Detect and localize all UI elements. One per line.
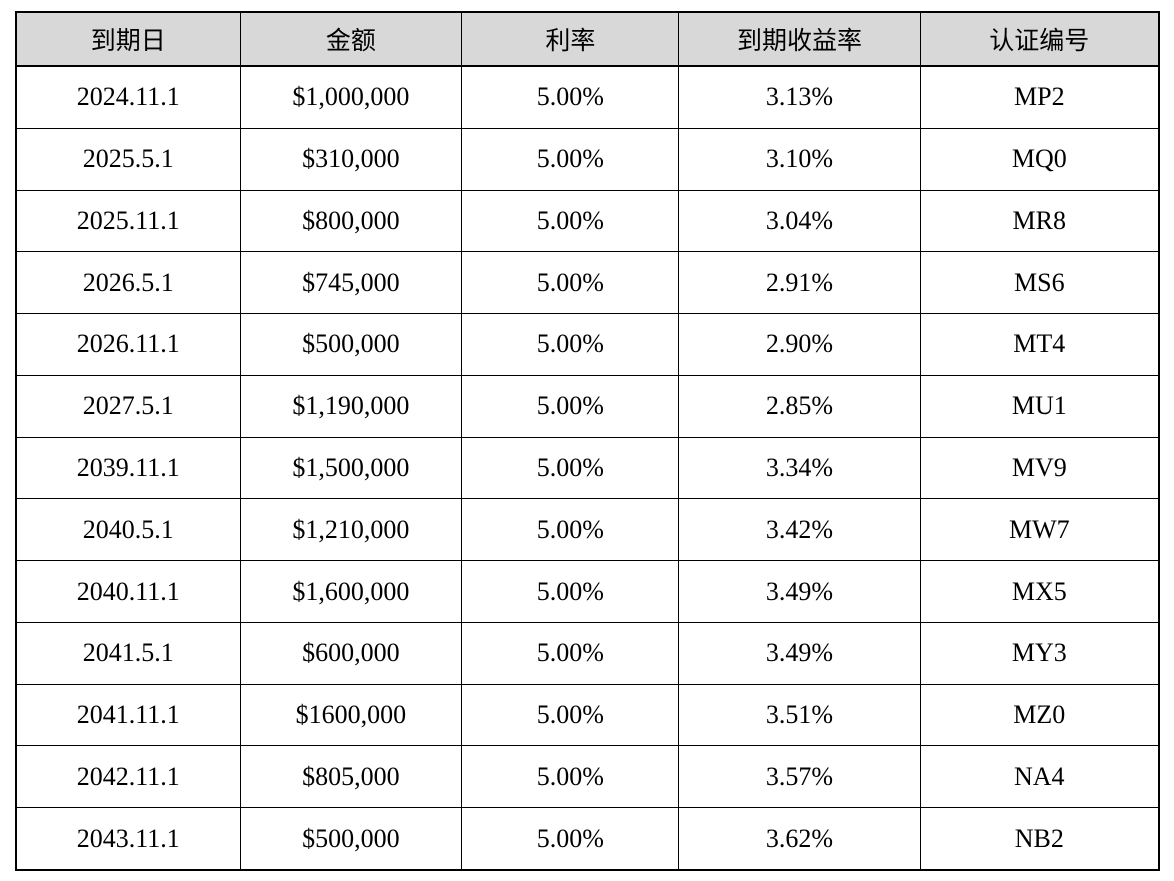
cell-interest-rate: 5.00% xyxy=(461,251,680,315)
cell-amount: $1,210,000 xyxy=(239,498,463,562)
cell-yield-to-maturity: 3.49% xyxy=(678,560,921,623)
cell-yield-to-maturity: 3.10% xyxy=(678,127,921,191)
cell-maturity-date: 2039.11.1 xyxy=(15,436,241,500)
table-header: 到期日 金额 利率 到期收益率 认证编号 xyxy=(15,11,1160,67)
cell-amount: $500,000 xyxy=(239,313,463,376)
cell-amount: $500,000 xyxy=(239,807,463,871)
cell-certificate-number: MT4 xyxy=(919,313,1160,376)
table-row: 2041.5.1 $600,000 5.00% 3.49% MY3 xyxy=(15,621,1160,685)
cell-certificate-number: MU1 xyxy=(919,374,1160,438)
header-yield-to-maturity: 到期收益率 xyxy=(678,11,921,67)
cell-interest-rate: 5.00% xyxy=(461,621,680,685)
cell-certificate-number: MY3 xyxy=(919,621,1160,685)
cell-certificate-number: MQ0 xyxy=(919,127,1160,191)
cell-maturity-date: 2041.11.1 xyxy=(15,683,241,747)
cell-certificate-number: NA4 xyxy=(919,745,1160,809)
cell-interest-rate: 5.00% xyxy=(461,189,680,253)
cell-certificate-number: MW7 xyxy=(919,498,1160,562)
cell-yield-to-maturity: 2.90% xyxy=(678,313,921,376)
cell-certificate-number: NB2 xyxy=(919,807,1160,871)
cell-yield-to-maturity: 3.51% xyxy=(678,683,921,747)
cell-amount: $1,000,000 xyxy=(239,65,463,129)
cell-interest-rate: 5.00% xyxy=(461,127,680,191)
cell-certificate-number: MR8 xyxy=(919,189,1160,253)
cell-maturity-date: 2025.11.1 xyxy=(15,189,241,253)
bond-schedule-table: 到期日 金额 利率 到期收益率 认证编号 2024.11.1 $1,000,000… xyxy=(15,11,1160,871)
table-row: 2042.11.1 $805,000 5.00% 3.57% NA4 xyxy=(15,745,1160,809)
table-body: 2024.11.1 $1,000,000 5.00% 3.13% MP2 2025.5.1… xyxy=(15,65,1160,871)
cell-amount: $1,190,000 xyxy=(239,374,463,438)
cell-amount: $1600,000 xyxy=(239,683,463,747)
table-row: 2024.11.1 $1,000,000 5.00% 3.13% MP2 xyxy=(15,65,1160,129)
cell-amount: $745,000 xyxy=(239,251,463,315)
cell-yield-to-maturity: 3.04% xyxy=(678,189,921,253)
cell-amount: $1,600,000 xyxy=(239,560,463,623)
cell-maturity-date: 2027.5.1 xyxy=(15,374,241,438)
cell-amount: $310,000 xyxy=(239,127,463,191)
cell-certificate-number: MX5 xyxy=(919,560,1160,623)
cell-certificate-number: MS6 xyxy=(919,251,1160,315)
cell-maturity-date: 2040.5.1 xyxy=(15,498,241,562)
cell-maturity-date: 2040.11.1 xyxy=(15,560,241,623)
cell-yield-to-maturity: 3.13% xyxy=(678,65,921,129)
cell-interest-rate: 5.00% xyxy=(461,65,680,129)
cell-amount: $805,000 xyxy=(239,745,463,809)
cell-amount: $600,000 xyxy=(239,621,463,685)
cell-certificate-number: MZ0 xyxy=(919,683,1160,747)
table-row: 2026.11.1 $500,000 5.00% 2.90% MT4 xyxy=(15,313,1160,376)
cell-maturity-date: 2025.5.1 xyxy=(15,127,241,191)
header-maturity-date: 到期日 xyxy=(15,11,241,67)
cell-yield-to-maturity: 3.34% xyxy=(678,436,921,500)
cell-maturity-date: 2041.5.1 xyxy=(15,621,241,685)
cell-interest-rate: 5.00% xyxy=(461,745,680,809)
cell-yield-to-maturity: 2.85% xyxy=(678,374,921,438)
cell-yield-to-maturity: 2.91% xyxy=(678,251,921,315)
cell-certificate-number: MV9 xyxy=(919,436,1160,500)
table-row: 2025.11.1 $800,000 5.00% 3.04% MR8 xyxy=(15,189,1160,253)
cell-maturity-date: 2043.11.1 xyxy=(15,807,241,871)
cell-yield-to-maturity: 3.42% xyxy=(678,498,921,562)
cell-certificate-number: MP2 xyxy=(919,65,1160,129)
table-row: 2026.5.1 $745,000 5.00% 2.91% MS6 xyxy=(15,251,1160,315)
table-row: 2040.11.1 $1,600,000 5.00% 3.49% MX5 xyxy=(15,560,1160,623)
cell-yield-to-maturity: 3.62% xyxy=(678,807,921,871)
table-row: 2040.5.1 $1,210,000 5.00% 3.42% MW7 xyxy=(15,498,1160,562)
cell-interest-rate: 5.00% xyxy=(461,560,680,623)
cell-interest-rate: 5.00% xyxy=(461,436,680,500)
cell-maturity-date: 2042.11.1 xyxy=(15,745,241,809)
header-row: 到期日 金额 利率 到期收益率 认证编号 xyxy=(15,11,1160,67)
cell-yield-to-maturity: 3.57% xyxy=(678,745,921,809)
cell-interest-rate: 5.00% xyxy=(461,807,680,871)
cell-interest-rate: 5.00% xyxy=(461,374,680,438)
cell-interest-rate: 5.00% xyxy=(461,683,680,747)
cell-interest-rate: 5.00% xyxy=(461,313,680,376)
header-amount: 金额 xyxy=(239,11,463,67)
cell-maturity-date: 2026.5.1 xyxy=(15,251,241,315)
table-row: 2025.5.1 $310,000 5.00% 3.10% MQ0 xyxy=(15,127,1160,191)
cell-maturity-date: 2024.11.1 xyxy=(15,65,241,129)
table-row: 2039.11.1 $1,500,000 5.00% 3.34% MV9 xyxy=(15,436,1160,500)
cell-maturity-date: 2026.11.1 xyxy=(15,313,241,376)
table-row: 2027.5.1 $1,190,000 5.00% 2.85% MU1 xyxy=(15,374,1160,438)
table-row: 2043.11.1 $500,000 5.00% 3.62% NB2 xyxy=(15,807,1160,871)
table-row: 2041.11.1 $1600,000 5.00% 3.51% MZ0 xyxy=(15,683,1160,747)
cell-yield-to-maturity: 3.49% xyxy=(678,621,921,685)
header-certificate-number: 认证编号 xyxy=(919,11,1160,67)
cell-interest-rate: 5.00% xyxy=(461,498,680,562)
header-interest-rate: 利率 xyxy=(461,11,680,67)
cell-amount: $1,500,000 xyxy=(239,436,463,500)
cell-amount: $800,000 xyxy=(239,189,463,253)
